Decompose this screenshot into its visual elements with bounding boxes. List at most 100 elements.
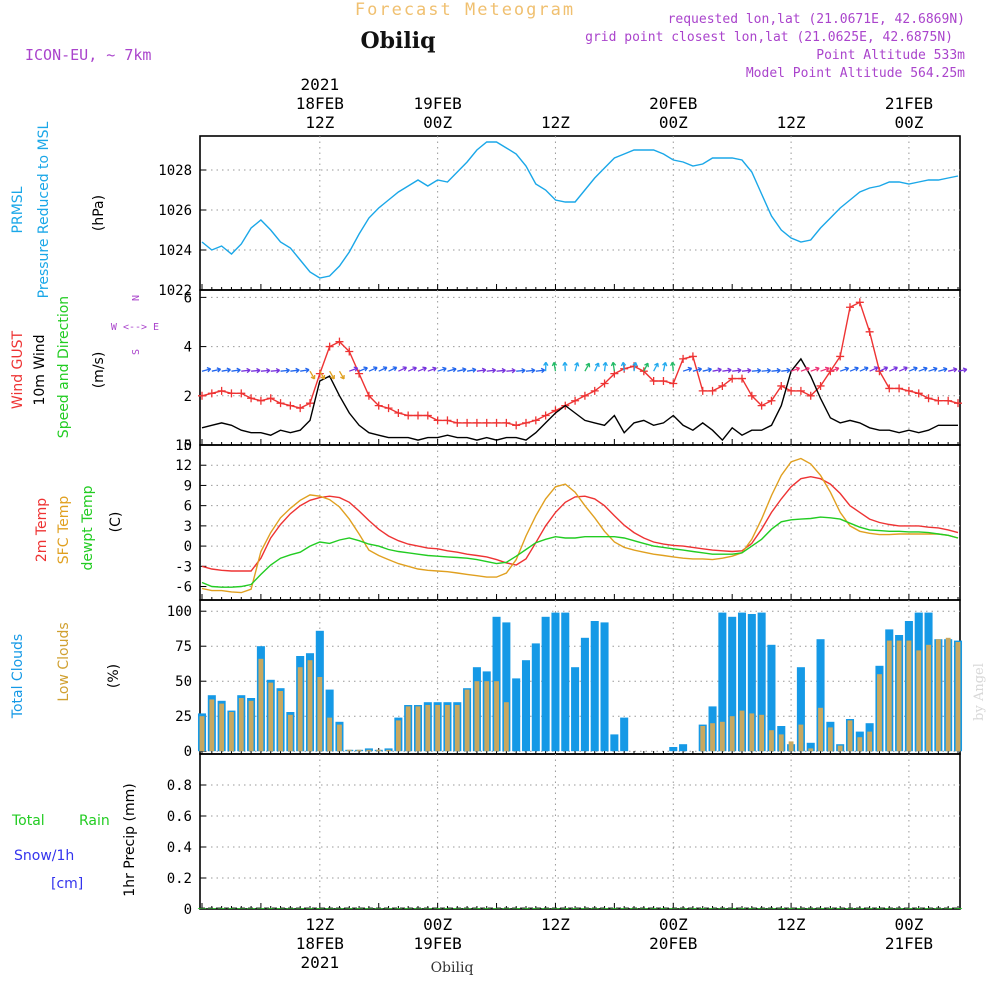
- wind-direction-arrow: [741, 367, 752, 374]
- low-cloud-bar: [955, 642, 961, 752]
- low-cloud-bar: [248, 700, 254, 752]
- gust-marker: [757, 401, 766, 410]
- wind-direction-arrow: [712, 367, 722, 373]
- gust-marker: [522, 418, 530, 427]
- temp-unit: (C): [108, 512, 124, 533]
- rain-bar: [728, 908, 737, 909]
- temp-label-sfc: SFC Temp: [56, 496, 72, 565]
- wind-direction-arrow: [525, 367, 536, 374]
- wind-tick-label: 2: [184, 389, 192, 405]
- rain-bar: [914, 908, 923, 909]
- total-cloud-bar: [757, 612, 766, 752]
- rain-bar: [944, 908, 953, 909]
- low-cloud-bar: [297, 667, 303, 752]
- rain-bar: [796, 908, 805, 909]
- wind-direction-arrow: [610, 361, 617, 372]
- rain-bar: [571, 908, 580, 909]
- rain-bar: [502, 908, 511, 909]
- time-label: 18FEB: [296, 934, 344, 953]
- low-cloud-bar: [926, 644, 931, 752]
- gust-marker: [816, 381, 825, 390]
- low-cloud-bar: [219, 703, 225, 752]
- low-cloud-bar: [877, 674, 882, 752]
- low-cloud-bar: [769, 730, 774, 752]
- pressure-tick-label: 1022: [158, 283, 192, 299]
- gust-marker: [796, 386, 805, 395]
- gust-marker: [747, 391, 756, 400]
- wind-direction-arrow: [574, 362, 580, 372]
- precip-label-total: Total: [11, 813, 45, 829]
- rain-bar: [325, 908, 334, 909]
- low-cloud-bar: [484, 681, 490, 752]
- wind-direction-arrow: [447, 367, 457, 373]
- pressure-frame: [199, 135, 961, 291]
- wind-direction-arrow: [632, 361, 638, 372]
- gust-marker: [679, 354, 688, 363]
- rain-bar: [777, 908, 786, 909]
- rain-bar: [315, 908, 324, 909]
- rain-bar: [688, 908, 697, 909]
- low-cloud-bar: [886, 640, 892, 752]
- rain-bar: [649, 908, 658, 909]
- gust-marker: [414, 411, 422, 420]
- wind-direction-arrow: [662, 361, 668, 372]
- clouds-unit: (%): [106, 664, 122, 688]
- rain-bar: [561, 908, 570, 909]
- rain-bar: [286, 908, 295, 909]
- rain-bar: [708, 908, 717, 909]
- wind-direction-arrow: [378, 366, 388, 372]
- low-cloud-bar: [317, 677, 323, 752]
- total-cloud-bar: [767, 644, 776, 752]
- point-altitude: Point Altitude 533m: [816, 48, 965, 63]
- low-cloud-bar: [376, 749, 382, 752]
- low-cloud-bar: [867, 731, 873, 752]
- wind-direction-arrow: [820, 366, 830, 372]
- low-cloud-bar: [798, 724, 804, 752]
- wind-direction-arrow: [260, 367, 271, 374]
- low-cloud-bar: [464, 689, 470, 752]
- pressure-panel: PRMSL Pressure Reduced to MSL (hPa) 1022…: [10, 121, 961, 299]
- rain-bar: [207, 908, 216, 909]
- gust-marker: [198, 391, 206, 400]
- gust-marker: [944, 396, 953, 405]
- wind-series-10m-wind: [201, 357, 958, 442]
- low-cloud-bar: [238, 698, 244, 752]
- wind-direction-arrow: [280, 367, 290, 374]
- rain-bar: [492, 908, 501, 909]
- time-label: 20FEB: [649, 934, 697, 953]
- rain-bar: [924, 908, 933, 909]
- rain-bar: [895, 908, 904, 909]
- rain-bar: [482, 908, 491, 909]
- gust-marker: [914, 389, 923, 398]
- wind-direction-arrow: [948, 367, 958, 373]
- footer-location: Obiliq: [431, 960, 474, 976]
- temp-series-dewpt-temp: [201, 516, 959, 588]
- time-label: 12Z: [541, 113, 570, 132]
- rain-bar: [521, 908, 531, 909]
- time-label: 2021: [301, 75, 340, 94]
- gust-marker: [492, 418, 501, 427]
- time-label: 12Z: [777, 915, 806, 934]
- temp-label-2m: 2m Temp: [34, 498, 50, 562]
- rain-bar: [953, 908, 963, 909]
- time-label: 00Z: [423, 915, 452, 934]
- gust-marker: [895, 384, 904, 393]
- wind-direction-arrow: [551, 361, 558, 372]
- gust-marker: [659, 377, 668, 386]
- wind-direction-arrow: [562, 361, 568, 372]
- clouds-label-low: Low Clouds: [56, 622, 72, 701]
- total-cloud-bar: [806, 742, 815, 752]
- low-cloud-bar: [386, 749, 391, 752]
- wind-direction-arrow: [486, 367, 497, 374]
- rain-bar: [355, 908, 364, 909]
- location-title: Obiliq: [360, 28, 435, 54]
- wind-direction-arrow: [781, 367, 791, 374]
- wind-direction-arrow: [771, 367, 781, 374]
- rain-bar: [433, 908, 442, 909]
- wind-direction-arrow: [535, 367, 546, 374]
- rain-bar: [551, 908, 560, 909]
- wind-direction-arrow: [702, 367, 712, 373]
- low-cloud-bar: [916, 650, 922, 752]
- total-cloud-bar: [816, 639, 825, 752]
